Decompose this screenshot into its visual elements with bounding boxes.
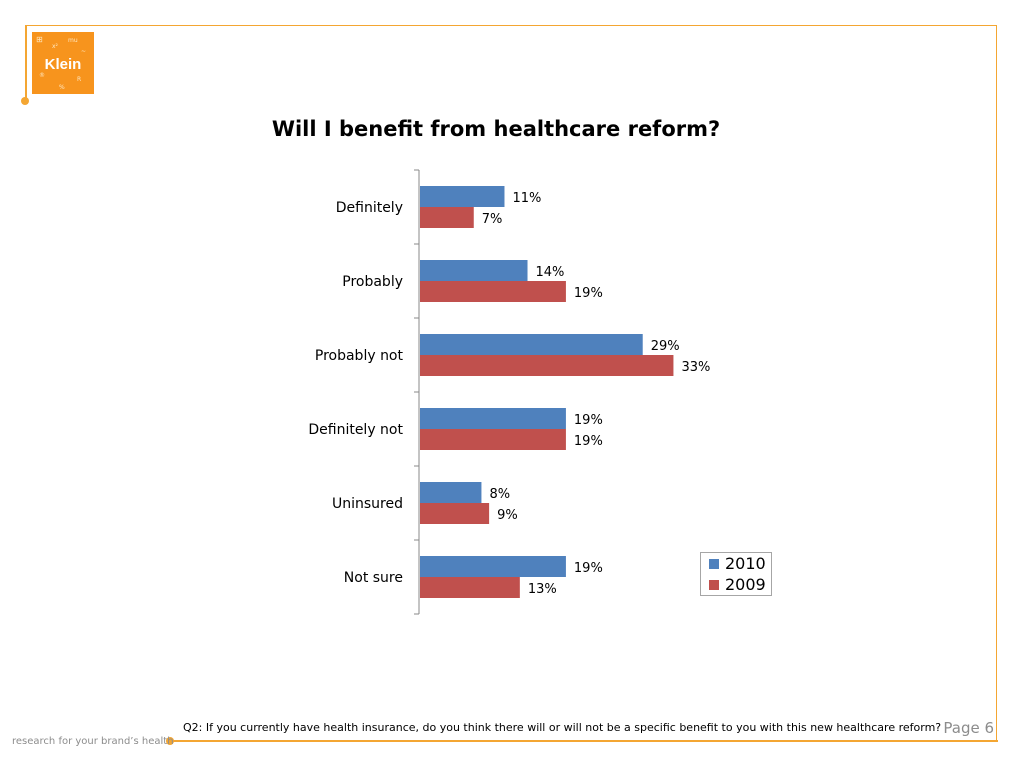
legend-swatch-2010 (709, 559, 719, 569)
data-label-2010: 19% (574, 413, 603, 428)
bar-2010 (420, 482, 482, 503)
klein-logo: ⊞ x² mu ~ ® R % Klein (32, 32, 94, 94)
bar-2010 (420, 186, 505, 207)
frame-left-line (25, 25, 27, 101)
bar-2010 (420, 408, 566, 429)
category-label: Probably not (315, 348, 404, 364)
category-label: Not sure (344, 570, 403, 586)
data-label-2010: 8% (489, 487, 510, 502)
frame-dot-top (21, 97, 29, 105)
slide-frame (25, 25, 997, 741)
bar-2009 (420, 429, 566, 450)
legend-item-2009: 2009 (709, 575, 766, 595)
legend-label-2009: 2009 (725, 575, 766, 594)
chart-title: Will I benefit from healthcare reform? (271, 117, 721, 141)
tagline: research for your brand’s health (12, 736, 174, 747)
question-footnote: Q2: If you currently have health insuran… (183, 721, 942, 734)
legend-swatch-2009 (709, 580, 719, 590)
bar-2009 (420, 207, 474, 228)
data-label-2009: 9% (497, 508, 518, 523)
bar-2010 (420, 334, 643, 355)
bar-2009 (420, 577, 520, 598)
data-label-2009: 7% (482, 212, 503, 227)
data-label-2009: 33% (681, 360, 710, 375)
legend-item-2010: 2010 (709, 554, 766, 574)
data-label-2010: 11% (512, 191, 541, 206)
category-label: Definitely (336, 200, 403, 216)
legend-label-2010: 2010 (725, 554, 766, 573)
frame-dot-bottom (166, 737, 174, 745)
category-label: Probably (342, 274, 403, 290)
data-label-2009: 13% (528, 582, 557, 597)
page-number: Page 6 (943, 719, 994, 737)
data-label-2010: 14% (536, 265, 565, 280)
bar-2009 (420, 503, 490, 524)
data-label-2009: 19% (574, 434, 603, 449)
bar-2010 (420, 556, 566, 577)
frame-bottom-line (170, 740, 998, 742)
data-label-2010: 29% (651, 339, 680, 354)
data-label-2010: 19% (574, 561, 603, 576)
category-label: Definitely not (308, 422, 403, 438)
category-label: Uninsured (332, 496, 403, 512)
bar-2009 (420, 281, 566, 302)
logo-text: Klein (44, 56, 82, 73)
bar-2009 (420, 355, 674, 376)
chart-legend: 2010 2009 (700, 552, 772, 596)
bar-2010 (420, 260, 528, 281)
data-label-2009: 19% (574, 286, 603, 301)
